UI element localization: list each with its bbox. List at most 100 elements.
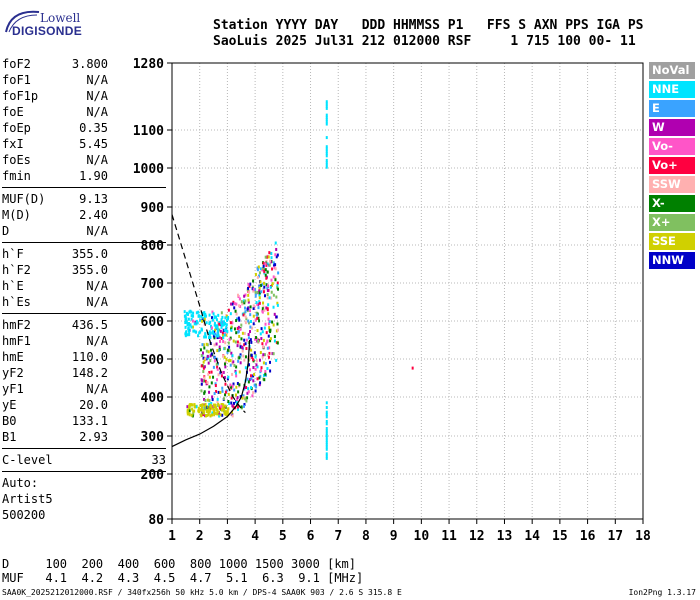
echo-point [243, 387, 246, 391]
echo-point [241, 302, 244, 306]
y-tick-label: 900 [141, 201, 165, 216]
electron-density-profile-line [171, 339, 251, 448]
echo-point [211, 316, 214, 320]
echo-point [325, 447, 328, 451]
echo-point [219, 413, 222, 417]
echo-point [188, 310, 191, 314]
echo-point [263, 270, 266, 274]
param-label: D [2, 224, 10, 238]
echo-point [236, 340, 239, 344]
echo-point [244, 315, 247, 319]
echo-point [223, 320, 226, 324]
echo-point [186, 405, 189, 409]
echo-point [258, 289, 261, 293]
echo-point [190, 403, 193, 407]
echo-point [218, 335, 221, 339]
echo-point [190, 413, 193, 417]
echo-point [187, 329, 190, 333]
echo-point [247, 333, 250, 337]
echo-point [254, 337, 257, 341]
echo-point [216, 365, 219, 369]
echo-point [325, 401, 328, 405]
echo-point [201, 409, 204, 413]
direction-legend: NoVal NNE E W Vo- Vo+ SSW X- X+ SSE NNW [649, 62, 695, 271]
echo-point [276, 322, 279, 326]
echo-point [229, 312, 232, 316]
param-value: 355.0 [71, 247, 108, 261]
echo-point [187, 317, 190, 321]
panel-divider [2, 471, 166, 472]
echo-point [213, 359, 216, 363]
echo-point [325, 412, 328, 416]
echo-point [218, 414, 221, 418]
echo-point [230, 325, 233, 329]
echo-point [244, 293, 247, 297]
x-tick-label: 1 [168, 529, 176, 544]
echo-point [253, 383, 256, 387]
echo-point [210, 401, 213, 405]
echo-point [264, 255, 267, 259]
echo-point [226, 330, 229, 334]
echo-point [325, 434, 328, 438]
echo-point [255, 311, 258, 315]
echo-point [228, 337, 231, 341]
echo-point [214, 325, 217, 329]
echo-point [214, 328, 217, 332]
echo-point [220, 325, 223, 329]
param-label: yF1 [2, 382, 24, 396]
echo-point [207, 412, 210, 416]
echo-point [192, 311, 195, 315]
param-label: M(D) [2, 208, 31, 222]
echo-point [248, 290, 251, 294]
echo-point [208, 390, 211, 394]
x-tick-label: 17 [607, 529, 623, 544]
echo-point [212, 365, 215, 369]
echo-point [273, 263, 276, 267]
echo-point [222, 370, 225, 374]
echo-point [250, 377, 253, 381]
echo-point [243, 301, 246, 305]
x-tick-label: 9 [390, 529, 398, 544]
echo-point [262, 305, 265, 309]
echo-point [266, 293, 269, 297]
echo-point [250, 340, 253, 344]
echo-point [188, 409, 191, 413]
x-tick-label: 5 [279, 529, 287, 544]
echo-point [216, 357, 219, 361]
echo-point [216, 412, 219, 416]
echo-point [245, 317, 248, 321]
echo-point [236, 403, 239, 407]
echo-point [263, 285, 266, 289]
echo-point [197, 409, 200, 413]
echo-point [276, 328, 279, 332]
echo-point [249, 305, 252, 309]
echo-point [213, 343, 216, 347]
echo-point [238, 318, 241, 322]
echo-point [241, 396, 244, 400]
echo-point [223, 333, 226, 337]
echo-point [202, 356, 205, 360]
echo-point [188, 412, 191, 416]
header-values: SaoLuis 2025 Jul31 212 012000 RSF 1 715 … [213, 34, 636, 49]
echo-point [276, 253, 279, 257]
echo-point [209, 320, 212, 324]
echo-point [268, 296, 271, 300]
echo-point [191, 407, 194, 411]
echo-point [192, 314, 195, 318]
echo-point [229, 336, 232, 340]
echo-point [226, 350, 229, 354]
echo-point [249, 368, 252, 372]
echo-point [252, 289, 255, 293]
param-label: MUF(D) [2, 192, 46, 206]
echo-point [261, 355, 264, 359]
echo-point [264, 273, 267, 277]
footer-muf-row: MUF 4.1 4.2 4.3 4.5 4.7 5.1 6.3 9.1 [MHz… [2, 571, 364, 585]
x-tick-label: 10 [414, 529, 430, 544]
param-value: N/A [86, 153, 108, 167]
echo-point [263, 378, 266, 382]
param-row: yF1 N/A [2, 381, 166, 397]
echo-point [241, 331, 244, 335]
echo-point [205, 413, 208, 417]
echo-point [217, 390, 220, 394]
